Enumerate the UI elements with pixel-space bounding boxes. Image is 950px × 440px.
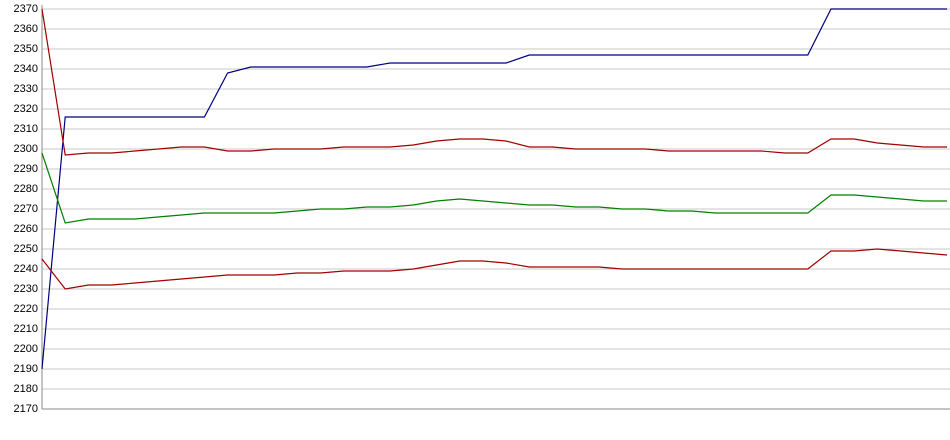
y-tick-label: 2260 <box>14 223 38 235</box>
y-tick-label: 2360 <box>14 23 38 35</box>
y-tick-label: 2190 <box>14 363 38 375</box>
series-line <box>41 8 947 370</box>
series-line <box>41 8 947 156</box>
y-tick-label: 2170 <box>14 403 38 415</box>
y-tick-label: 2240 <box>14 263 38 275</box>
y-tick-label: 2370 <box>14 3 38 15</box>
y-tick-label: 2180 <box>14 383 38 395</box>
y-tick-label: 2330 <box>14 83 38 95</box>
y-tick-label: 2350 <box>14 43 38 55</box>
y-tick-label: 2320 <box>14 103 38 115</box>
y-tick-label: 2310 <box>14 123 38 135</box>
series-line <box>41 248 948 290</box>
y-tick-label: 2220 <box>14 303 38 315</box>
y-tick-label: 2340 <box>14 63 38 75</box>
y-tick-label: 2290 <box>14 163 38 175</box>
y-tick-label: 2200 <box>14 343 38 355</box>
series-line <box>41 152 947 224</box>
y-tick-label: 2270 <box>14 203 38 215</box>
y-tick-label: 2210 <box>14 323 38 335</box>
y-tick-label: 2250 <box>14 243 38 255</box>
y-tick-label: 2300 <box>14 143 38 155</box>
y-tick-label: 2230 <box>14 283 38 295</box>
y-tick-label: 2280 <box>14 183 38 195</box>
